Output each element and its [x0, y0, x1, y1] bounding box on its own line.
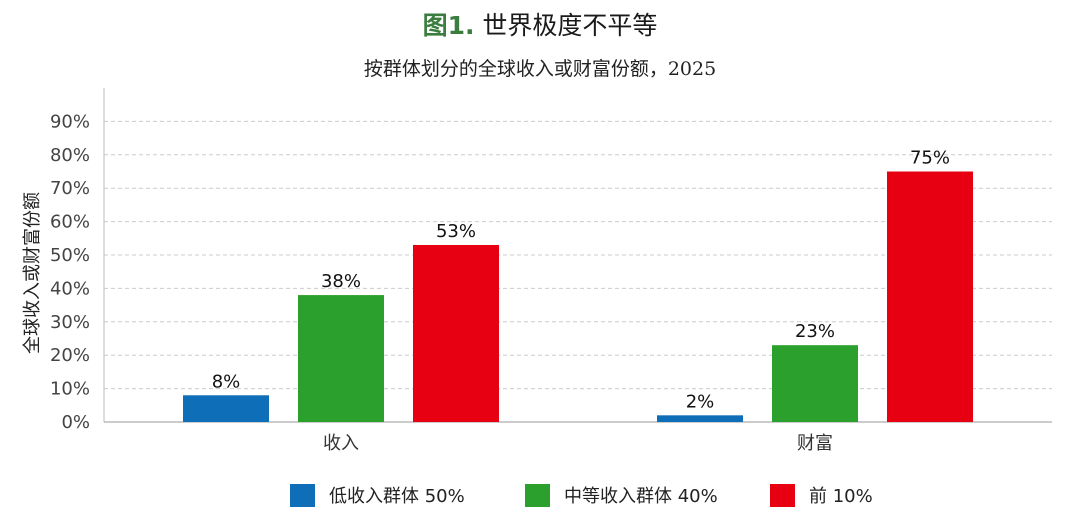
bar-chart: 0% 10% 20% 30% 40% 50% 60% 70% 80% 90% 全球收入或财富份额 8%…: [22, 88, 1052, 454]
chart-title-text: 世界极度不平等: [482, 11, 658, 40]
bar: [772, 345, 858, 422]
data-label: 75%: [910, 148, 950, 169]
chart-title: 图1. 世界极度不平等: [0, 6, 1080, 42]
chart-subtitle: 按群体划分的全球收入或财富份额，2025: [363, 58, 717, 80]
bar: [657, 415, 743, 422]
data-label: 38%: [321, 271, 361, 292]
legend-item-low: 低收入群体 50%: [290, 482, 465, 508]
x-category-label: 财富: [797, 433, 833, 454]
data-label: 53%: [436, 221, 476, 242]
legend-label-top: 前 10%: [809, 486, 873, 507]
bar: [183, 395, 269, 422]
y-tick-label: 40%: [50, 278, 90, 299]
data-label: 23%: [795, 321, 835, 342]
y-tick-label: 30%: [50, 312, 90, 333]
legend-label-middle: 中等收入群体 40%: [564, 486, 718, 507]
y-tick-label: 80%: [50, 145, 90, 166]
y-tick-label: 90%: [50, 111, 90, 132]
bar: [298, 295, 384, 422]
legend-item-top: 前 10%: [770, 482, 873, 508]
figure-number: 图1.: [422, 11, 475, 40]
y-tick-label: 60%: [50, 212, 90, 233]
legend-swatch-middle: [525, 483, 550, 507]
y-tick-label: 10%: [50, 379, 90, 400]
data-label: 8%: [212, 371, 241, 392]
y-tick-label: 0%: [61, 412, 90, 433]
legend-swatch-top: [770, 483, 795, 507]
bar: [413, 244, 499, 422]
y-axis-label: 全球收入或财富份额: [22, 192, 43, 354]
y-tick-label: 20%: [50, 345, 90, 366]
y-tick-label: 70%: [50, 178, 90, 199]
y-tick-label: 50%: [50, 245, 90, 266]
x-category-label: 收入: [323, 433, 359, 454]
bar: [887, 171, 973, 422]
legend-swatch-low: [290, 483, 315, 507]
data-label: 2%: [686, 391, 715, 412]
legend-item-middle: 中等收入群体 40%: [525, 482, 718, 508]
legend-label-low: 低收入群体 50%: [329, 486, 465, 507]
